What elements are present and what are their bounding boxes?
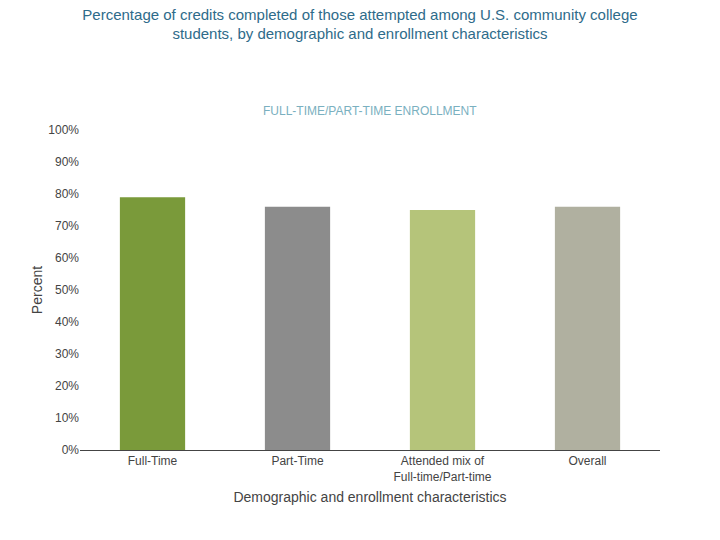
- svg-text:20%: 20%: [55, 379, 79, 393]
- svg-text:60%: 60%: [55, 251, 79, 265]
- svg-text:Part-Time: Part-Time: [271, 454, 324, 468]
- svg-text:100%: 100%: [48, 123, 79, 137]
- svg-text:Percentage of credits complete: Percentage of credits completed of those…: [82, 6, 637, 43]
- svg-text:90%: 90%: [55, 155, 79, 169]
- svg-text:Full-Time: Full-Time: [128, 454, 178, 468]
- svg-text:FULL-TIME/PART-TIME ENROLLMENT: FULL-TIME/PART-TIME ENROLLMENT: [263, 104, 477, 118]
- svg-text:50%: 50%: [55, 283, 79, 297]
- svg-text:40%: 40%: [55, 315, 79, 329]
- svg-text:Attended mix ofFull-time/Part-: Attended mix ofFull-time/Part-time: [393, 454, 491, 484]
- svg-text:Demographic and enrollment cha: Demographic and enrollment characteristi…: [233, 489, 506, 505]
- svg-text:80%: 80%: [55, 187, 79, 201]
- svg-text:0%: 0%: [62, 443, 80, 457]
- svg-text:Percent: Percent: [29, 266, 45, 314]
- svg-text:30%: 30%: [55, 347, 79, 361]
- svg-text:70%: 70%: [55, 219, 79, 233]
- svg-text:10%: 10%: [55, 411, 79, 425]
- svg-text:Overall: Overall: [568, 454, 606, 468]
